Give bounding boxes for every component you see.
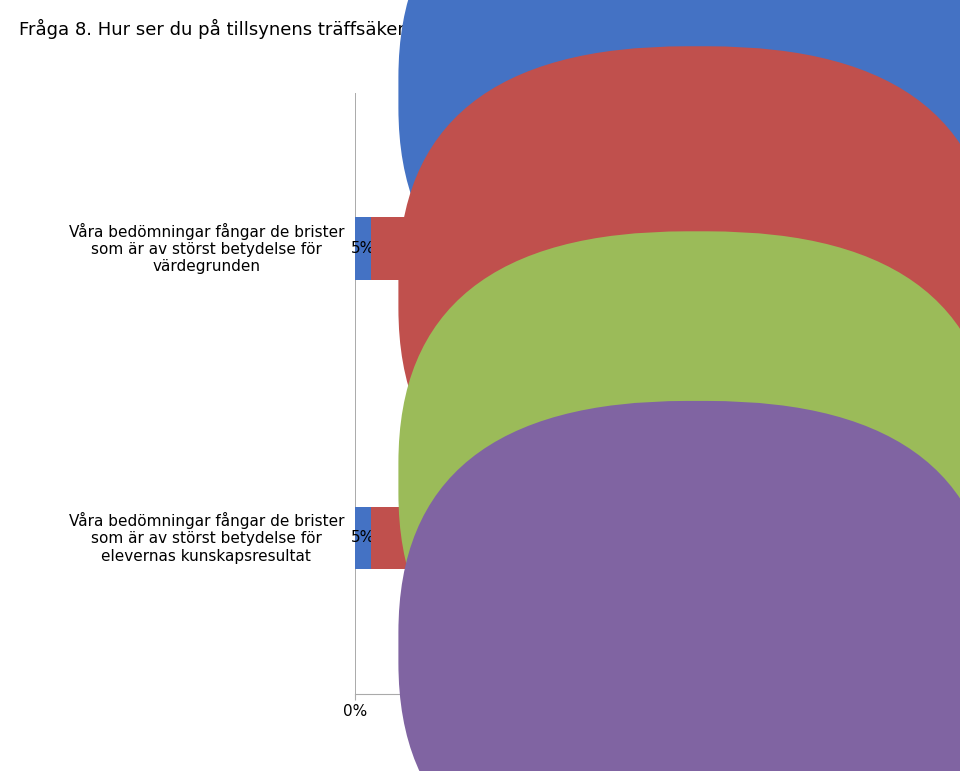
Text: 58%: 58% [446,241,480,256]
Text: 53%: 53% [438,530,472,546]
Text: Instämmer
helt och hållet: Instämmer helt och hållet [712,76,822,109]
Text: 5%: 5% [351,241,375,256]
Bar [555,217,660,280]
Bar [371,507,539,569]
Bar [355,217,371,280]
Bar [539,507,653,569]
Bar [660,217,672,280]
Text: 5%: 5% [351,530,375,546]
Text: Instämmer
huvudsakligen: Instämmer huvudsakligen [712,277,824,309]
Text: Fråga 8. Hur ser du på tillsynens träffsäkerhet? N = 131, n = 131: Fråga 8. Hur ser du på tillsynens träffs… [19,19,608,39]
Text: Instämmer i
någon mån: Instämmer i någon mån [712,460,804,496]
Bar [653,507,669,569]
Text: 4%: 4% [654,241,678,256]
Text: 5%: 5% [649,530,673,546]
Bar [371,217,555,280]
Bar [355,507,371,569]
Text: 33%: 33% [590,241,624,256]
Text: 36%: 36% [579,530,613,546]
Text: Instämmer
inte alls: Instämmer inte alls [712,631,796,664]
